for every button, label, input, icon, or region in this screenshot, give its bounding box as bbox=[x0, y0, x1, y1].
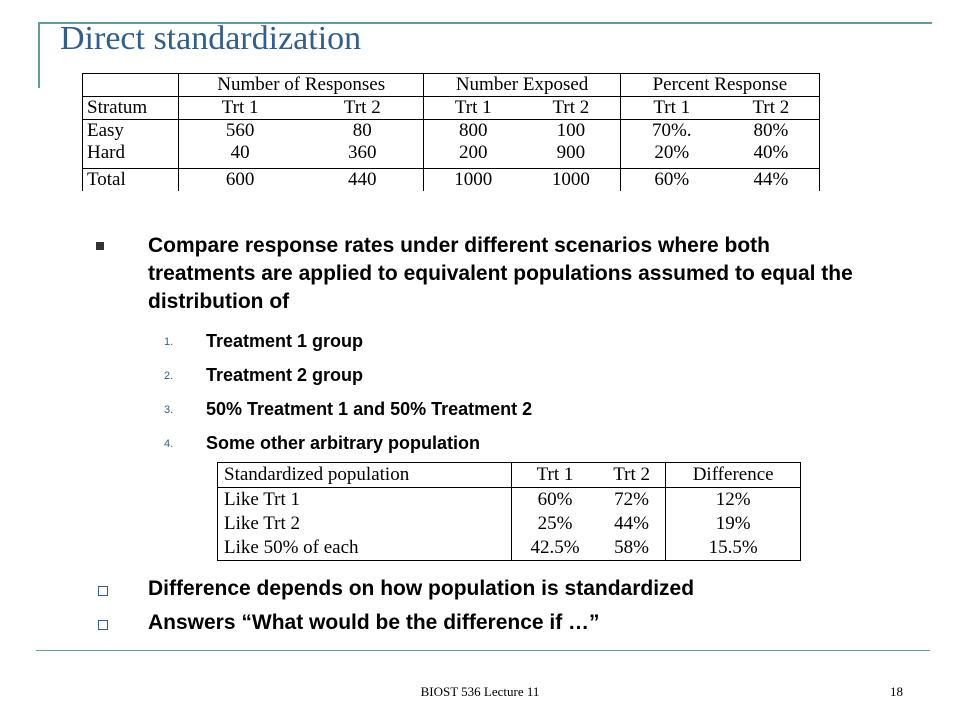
square-bullet-icon bbox=[96, 242, 104, 250]
check-bullet: Difference depends on how population is … bbox=[88, 572, 868, 606]
table-cell: Like Trt 1 bbox=[224, 489, 301, 510]
column-header: Stratum bbox=[82, 96, 179, 120]
slide-title: Direct standardization bbox=[60, 20, 362, 57]
table-cell: 560 bbox=[178, 119, 302, 142]
table-cell: 600 bbox=[178, 168, 302, 191]
check-bullet: Answers “What would be the difference if… bbox=[88, 606, 868, 640]
standardized-table: Standardized population Trt 1 Trt 2 Diff… bbox=[217, 462, 801, 561]
check-bullet-text: Answers “What would be the difference if… bbox=[148, 611, 600, 634]
group-header: Percent Response bbox=[619, 73, 821, 97]
table-row: Hard 40 360 200 900 20% 40% bbox=[82, 142, 820, 164]
footer-divider bbox=[36, 650, 930, 651]
table-cell: 15.5% bbox=[665, 536, 801, 561]
table-cell: 20% bbox=[619, 142, 723, 164]
column-header: Trt 2 bbox=[522, 96, 621, 120]
table-cell: 25% bbox=[511, 512, 598, 536]
column-header: Trt 1 bbox=[511, 462, 598, 488]
frame-vertical-line bbox=[38, 22, 40, 88]
spacer-cell bbox=[178, 164, 302, 169]
table-header-group-row: Number of Responses Number Exposed Perce… bbox=[82, 73, 821, 97]
table-cell: Like 50% of each bbox=[224, 537, 359, 558]
footer-lecture-label: BIOST 536 Lecture 11 bbox=[420, 684, 540, 699]
spacer-cell bbox=[722, 164, 820, 169]
table-cell: 200 bbox=[423, 142, 523, 164]
table-row: Like 50% of each 42.5% 58% 15.5% bbox=[218, 536, 801, 561]
table-cell: 19% bbox=[665, 512, 801, 536]
hollow-square-icon bbox=[98, 620, 108, 630]
table-row: Like Trt 2 25% 44% 19% bbox=[218, 512, 801, 536]
page-number: 18 bbox=[890, 684, 903, 699]
table-total-row: Total 600 440 1000 1000 60% 44% bbox=[82, 168, 820, 191]
main-bullet: Compare response rates under different s… bbox=[88, 232, 868, 316]
list-item-text: Some other arbitrary population bbox=[206, 433, 481, 453]
table-cell: 60% bbox=[619, 168, 723, 191]
table-cell: Like Trt 2 bbox=[224, 513, 301, 534]
spacer-cell bbox=[423, 164, 523, 169]
table-cell: 1000 bbox=[423, 168, 523, 191]
spacer-cell bbox=[82, 164, 179, 169]
table-row: Like Trt 1 60% 72% 12% bbox=[218, 487, 801, 512]
bullet-section: Compare response rates under different s… bbox=[88, 232, 868, 460]
group-header: Number of Responses bbox=[177, 73, 424, 97]
table-subheader-row: Stratum Trt 1 Trt 2 Trt 1 Trt 2 Trt 1 Tr… bbox=[82, 96, 820, 120]
table-cell: 42.5% bbox=[511, 536, 598, 561]
table-cell: Total bbox=[82, 168, 179, 191]
column-header: Trt 1 bbox=[178, 96, 302, 120]
column-header: Trt 1 bbox=[423, 96, 523, 120]
table-cell: 80 bbox=[352, 120, 372, 141]
table-header-row: Standardized population Trt 1 Trt 2 Diff… bbox=[217, 462, 801, 488]
table-corner-cell bbox=[82, 73, 179, 97]
numbered-list: 1. Treatment 1 group 2. Treatment 2 grou… bbox=[88, 324, 868, 460]
list-item-text: Treatment 1 group bbox=[206, 331, 364, 351]
list-item: 1. Treatment 1 group bbox=[88, 324, 868, 358]
table-cell: 800 bbox=[423, 119, 523, 142]
table-cell: 60% bbox=[511, 487, 598, 512]
table-row: Easy 560 80 800 100 70%. 80% bbox=[82, 119, 820, 142]
table-cell: 1000 bbox=[522, 168, 621, 191]
spacer-cell bbox=[619, 164, 723, 169]
list-item: 3. 50% Treatment 1 and 50% Treatment 2 bbox=[88, 392, 868, 426]
table-cell: 80% bbox=[722, 119, 820, 142]
table-cell: 12% bbox=[665, 487, 801, 512]
column-header: Difference bbox=[665, 462, 801, 488]
column-header: Standardized population bbox=[217, 462, 512, 488]
column-header: Trt 2 bbox=[301, 96, 424, 120]
list-number: 1. bbox=[164, 336, 174, 348]
checkbox-bullets: Difference depends on how population is … bbox=[88, 572, 868, 640]
table-cell: Easy bbox=[82, 119, 179, 142]
check-bullet-text: Difference depends on how population is … bbox=[148, 577, 695, 600]
table-cell: 900 bbox=[556, 142, 586, 163]
table-cell: Hard bbox=[82, 142, 179, 164]
table-cell: 360 bbox=[348, 142, 377, 163]
table-cell: 44% bbox=[722, 168, 820, 191]
response-table: Number of Responses Number Exposed Perce… bbox=[82, 73, 821, 191]
list-item-text: 50% Treatment 1 and 50% Treatment 2 bbox=[206, 399, 533, 419]
column-header: Trt 2 bbox=[597, 462, 666, 488]
table-cell: 72% bbox=[614, 489, 649, 510]
table-cell: 58% bbox=[614, 537, 649, 558]
column-header: Trt 1 bbox=[619, 96, 723, 120]
column-header: Trt 2 bbox=[722, 96, 820, 120]
table-cell: 44% bbox=[614, 513, 649, 534]
list-number: 2. bbox=[164, 370, 174, 382]
table-cell: 40% bbox=[722, 142, 820, 164]
table-spacer-row bbox=[82, 164, 820, 169]
list-number: 4. bbox=[164, 438, 174, 450]
main-bullet-text: Compare response rates under different s… bbox=[148, 234, 853, 313]
list-item-text: Treatment 2 group bbox=[206, 365, 364, 385]
table-cell: 100 bbox=[556, 120, 586, 141]
list-item: 4. Some other arbitrary population bbox=[88, 426, 868, 460]
group-header: Number Exposed bbox=[423, 73, 621, 97]
list-number: 3. bbox=[164, 404, 174, 416]
table-cell: 440 bbox=[301, 168, 424, 191]
table-cell: 40 bbox=[178, 142, 302, 164]
table-cell: 70%. bbox=[619, 119, 723, 142]
list-item: 2. Treatment 2 group bbox=[88, 358, 868, 392]
frame-horizontal-line bbox=[38, 22, 932, 24]
hollow-square-icon bbox=[98, 586, 108, 596]
